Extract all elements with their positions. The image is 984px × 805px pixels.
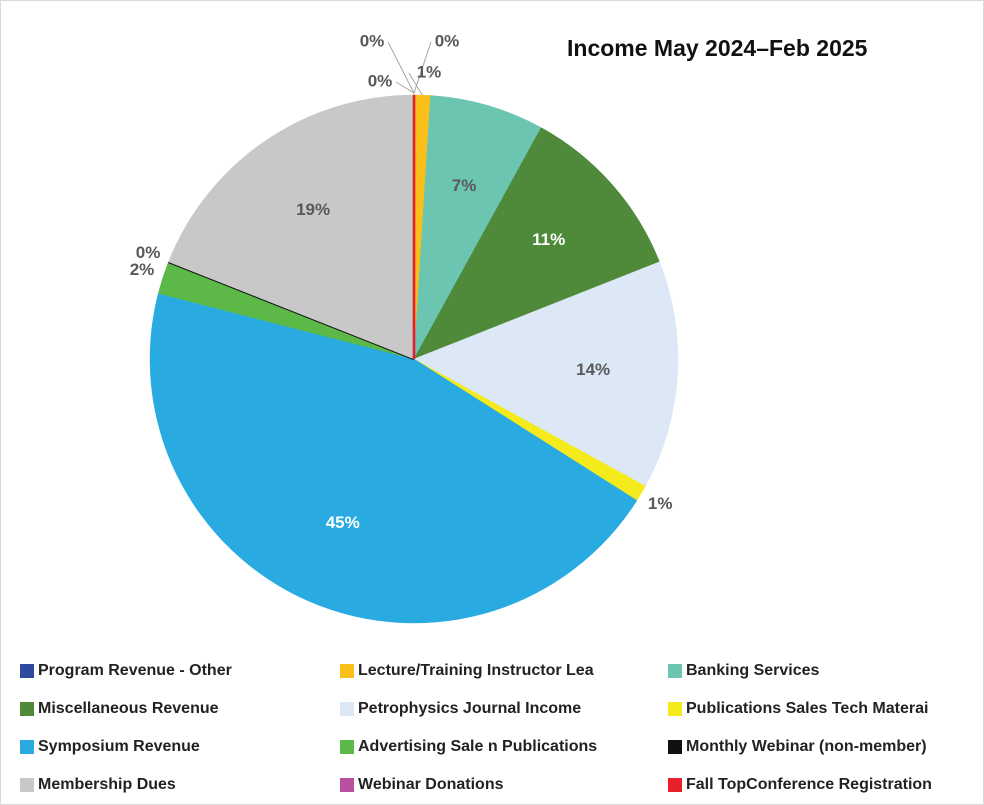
legend-swatch [340, 702, 354, 716]
legend-label: Program Revenue - Other [38, 662, 232, 679]
legend-label: Lecture/Training Instructor Lea [358, 662, 594, 679]
legend-label: Symposium Revenue [38, 738, 200, 755]
legend-swatch [668, 702, 682, 716]
data-label: 0% [435, 31, 460, 50]
legend-swatch [20, 664, 34, 678]
legend-label: Monthly Webinar (non-member) [686, 738, 927, 755]
legend-swatch [340, 664, 354, 678]
legend-label: Petrophysics Journal Income [358, 700, 581, 717]
legend-label: Banking Services [686, 662, 820, 679]
chart-title: Income May 2024–Feb 2025 [567, 35, 868, 61]
data-label: 0% [360, 31, 385, 50]
data-label: 19% [296, 200, 330, 219]
legend-label: Fall TopConference Registration [686, 776, 932, 793]
legend-label: Publications Sales Tech Materai [686, 700, 928, 717]
legend-label: Miscellaneous Revenue [38, 700, 219, 717]
data-label: 11% [532, 230, 565, 249]
legend-swatch [20, 778, 34, 792]
legend-swatch [340, 778, 354, 792]
legend-label: Advertising Sale n Publications [358, 738, 597, 755]
leader-line [408, 72, 423, 96]
pie-slice [168, 94, 415, 360]
pie-slice [413, 95, 542, 360]
pie-slice [149, 293, 638, 624]
pie-slice [413, 127, 660, 360]
data-label: 45% [326, 513, 360, 532]
data-label: 1% [417, 63, 442, 82]
legend-swatch [20, 702, 34, 716]
data-label: 0% [368, 71, 393, 90]
data-label: 1% [648, 494, 673, 513]
legend-swatch [668, 664, 682, 678]
data-label: 14% [576, 360, 610, 379]
pie-slice [413, 261, 679, 487]
data-label: 2% [130, 260, 155, 279]
legend-swatch [668, 778, 682, 792]
legend-swatch [668, 740, 682, 754]
data-label: 0% [136, 243, 161, 262]
legend-swatch [340, 740, 354, 754]
leader-line [395, 81, 415, 95]
data-label: 7% [452, 176, 477, 195]
legend-label: Webinar Donations [358, 776, 504, 793]
legend-label: Membership Dues [38, 776, 176, 793]
legend-swatch [20, 740, 34, 754]
